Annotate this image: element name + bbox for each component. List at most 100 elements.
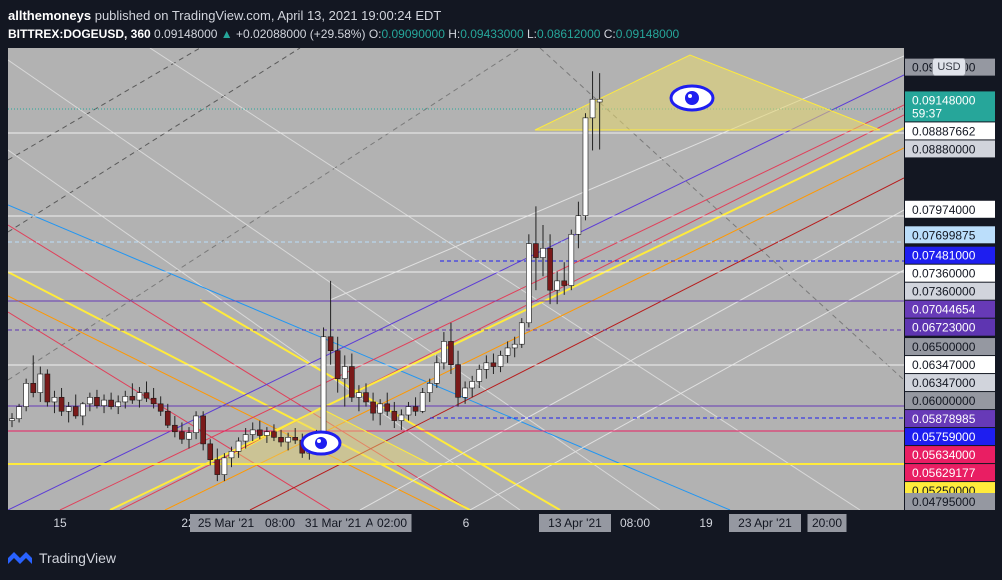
tradingview-logo[interactable]: TradingView xyxy=(8,550,116,566)
candle xyxy=(455,350,461,407)
price-label-box xyxy=(905,300,995,318)
candle-body xyxy=(356,392,362,398)
time-label: 08:00 xyxy=(260,514,300,532)
candle xyxy=(72,394,79,419)
candles-layer xyxy=(9,71,603,482)
candle xyxy=(143,381,150,402)
candle-body xyxy=(115,401,121,407)
candle xyxy=(235,437,242,458)
time-label: 02:00 xyxy=(372,514,412,532)
price-label-text: 0.04795000 xyxy=(912,495,976,509)
publish-text: published on TradingView.com, April 13, … xyxy=(94,8,442,23)
price-label: 0.06500000 xyxy=(905,338,995,356)
candle xyxy=(200,411,206,451)
price-label-box xyxy=(905,374,995,392)
grey-ascending-line-3 xyxy=(329,55,904,301)
candle xyxy=(214,448,221,482)
price-label-text: 0.07044654 xyxy=(912,303,976,317)
price-label-text: 0.06347000 xyxy=(912,376,976,390)
candle-body xyxy=(547,247,553,291)
candle-body xyxy=(596,98,603,103)
time-label-text: 08:00 xyxy=(265,516,295,530)
price-label-box xyxy=(905,282,995,300)
candle xyxy=(582,113,589,221)
close-label: C: xyxy=(603,27,616,41)
candle-body xyxy=(490,362,497,367)
darkred-ascending-line xyxy=(249,177,904,510)
candle xyxy=(483,355,490,379)
candle-body xyxy=(221,457,228,475)
candle xyxy=(164,403,171,429)
candle xyxy=(37,366,44,402)
candle-body xyxy=(363,392,369,403)
candle xyxy=(285,432,291,451)
orange-descending-line xyxy=(8,295,441,510)
candle xyxy=(356,385,362,412)
candle-body xyxy=(568,233,575,286)
price-change: +0.02088000 (+29.58%) xyxy=(236,27,366,41)
time-label: 6 xyxy=(463,516,470,530)
candle xyxy=(292,428,299,444)
candle-body xyxy=(554,280,560,291)
candle-body xyxy=(320,336,327,435)
high-label: H: xyxy=(448,27,461,41)
candle xyxy=(540,224,546,277)
author-name[interactable]: allthemoneys xyxy=(8,8,92,23)
candle-body xyxy=(94,396,100,406)
candle xyxy=(65,401,72,423)
candle xyxy=(242,428,249,449)
price-label-text: 0.08887662 xyxy=(912,124,976,138)
candle xyxy=(320,327,327,438)
candle-body xyxy=(285,437,291,443)
drawing-layer xyxy=(8,48,904,510)
candle xyxy=(30,355,37,398)
candle xyxy=(363,383,369,407)
price-label-box xyxy=(905,122,995,140)
time-label: 31 Mar '21 xyxy=(297,514,369,532)
time-label: 19 xyxy=(699,516,713,530)
candle xyxy=(497,350,504,373)
currency-button[interactable]: USD xyxy=(932,58,966,76)
price-label: 0.07481000 xyxy=(905,246,995,264)
candle-body xyxy=(80,403,86,417)
blue-descending-line xyxy=(8,204,731,510)
time-label-text: 25 Mar '21 xyxy=(198,516,255,530)
candle-body xyxy=(391,410,398,421)
candle-body xyxy=(589,98,596,119)
price-label-box xyxy=(905,392,995,410)
candle xyxy=(108,392,114,410)
candle xyxy=(349,353,355,402)
candle-body xyxy=(228,451,235,459)
candle-body xyxy=(561,280,568,286)
candle xyxy=(384,392,391,416)
candle xyxy=(264,427,270,443)
symbol-name[interactable]: BITTREX:DOGEUSD, 360 xyxy=(8,27,151,41)
time-label-text: 6 xyxy=(463,516,470,530)
candle xyxy=(150,387,157,409)
candle xyxy=(221,453,228,482)
yellow-ascending-line xyxy=(109,127,904,510)
candle-body xyxy=(398,414,405,421)
candle-body xyxy=(455,364,461,398)
candle-body xyxy=(384,403,391,412)
candle-body xyxy=(448,341,454,365)
candle-body xyxy=(469,381,476,389)
price-label: 0.07974000 xyxy=(905,200,995,218)
candle-body xyxy=(65,406,72,412)
candle-body xyxy=(242,434,249,442)
open-label: O: xyxy=(368,27,382,41)
candle-body xyxy=(540,247,546,258)
candle-body xyxy=(9,418,15,421)
candle xyxy=(327,280,334,365)
candle xyxy=(575,201,582,249)
price-label-box xyxy=(905,464,995,482)
candle-body xyxy=(72,406,79,417)
candle-body xyxy=(200,415,206,445)
time-label-box xyxy=(190,514,262,532)
candle-body xyxy=(278,437,284,443)
candle xyxy=(526,234,532,328)
grey-ascending-line-1 xyxy=(359,209,904,510)
time-label: 08:00 xyxy=(620,516,650,530)
candle xyxy=(129,383,136,404)
